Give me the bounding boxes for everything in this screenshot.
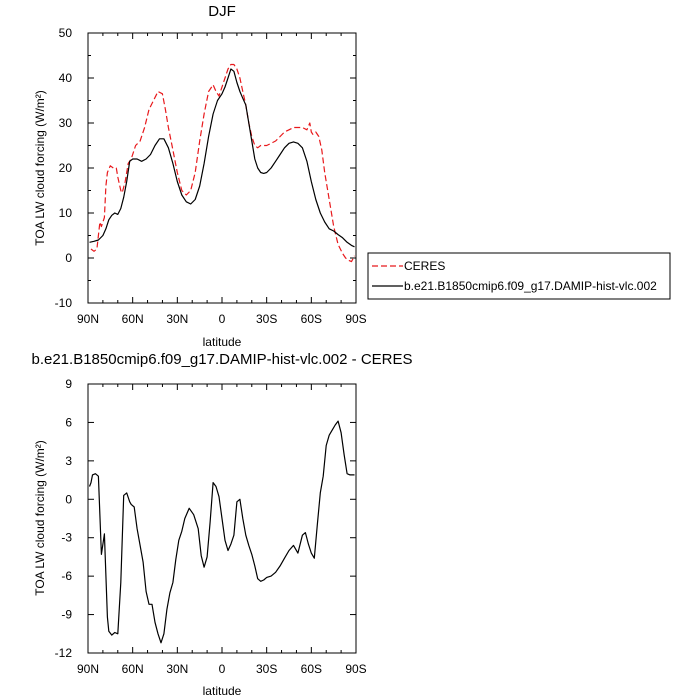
top-y-tick-label: -10	[55, 296, 73, 310]
bot-y-tick-label: -9	[61, 608, 72, 622]
top-y-axis-label-text: TOA LW cloud forcing (W/m²)	[33, 90, 47, 246]
bot-y-tick-label: 6	[65, 415, 72, 429]
top-series	[89, 63, 356, 263]
bot-x-tick-label: 30S	[256, 662, 277, 676]
bot-y-tick-label: 9	[65, 377, 72, 391]
top-plot-frame	[87, 32, 357, 304]
top-y-tick-label: 0	[65, 251, 72, 265]
bottom-y-tick-labels: -12 -9 -6 -3 0 3 6 9	[55, 377, 73, 660]
top-panel: DJF 90N 60N 30N 0 30S 60S 90S -10 0 10 20 30 40 50 l…	[33, 3, 367, 349]
top-y-tick-label: 40	[59, 71, 73, 85]
bot-y-tick-label: -3	[61, 531, 72, 545]
top-y-tick-label: 20	[59, 161, 73, 175]
bot-x-tick-label: 90N	[77, 662, 99, 676]
bottom-title: b.e21.B1850cmip6.f09_g17.DAMIP-hist-vlc.…	[31, 351, 412, 368]
bot-series-line-0	[88, 420, 355, 644]
top-y-tick-label: 10	[59, 206, 73, 220]
legend-label-model: b.e21.B1850cmip6.f09_g17.DAMIP-hist-vlc.…	[404, 279, 657, 293]
legend-label-ceres: CERES	[404, 259, 445, 273]
bottom-x-tick-labels: 90N 60N 30N 0 30S 60S 90S	[77, 662, 367, 676]
top-y-axis-label: TOA LW cloud forcing (W/m²)	[33, 90, 47, 246]
top-x-tick-labels: 90N 60N 30N 0 30S 60S 90S	[77, 312, 367, 326]
bot-x-tick-label: 30N	[166, 662, 188, 676]
top-x-tick-label: 30S	[256, 312, 277, 326]
top-series-line-1	[89, 68, 355, 248]
bottom-y-axis-label-text: TOA LW cloud forcing (W/m²)	[33, 440, 47, 596]
top-title: DJF	[208, 3, 236, 20]
bot-y-tick-label: -12	[55, 646, 73, 660]
top-x-tick-label: 60S	[301, 312, 322, 326]
bot-x-tick-label: 60S	[301, 662, 322, 676]
bottom-x-axis-label: latitude	[203, 684, 242, 698]
bottom-panel: b.e21.B1850cmip6.f09_g17.DAMIP-hist-vlc.…	[31, 351, 412, 698]
bot-x-tick-label: 90S	[345, 662, 366, 676]
top-y-tick-labels: -10 0 10 20 30 40 50	[55, 26, 73, 310]
bot-x-tick-label: 0	[219, 662, 226, 676]
bot-y-tick-label: 0	[65, 492, 72, 506]
bottom-plot-frame	[87, 383, 357, 654]
legend: CERES b.e21.B1850cmip6.f09_g17.DAMIP-his…	[367, 252, 671, 300]
top-x-tick-label: 60N	[122, 312, 144, 326]
top-y-tick-label: 30	[59, 116, 73, 130]
top-y-tick-label: 50	[59, 26, 73, 40]
top-series-line-0	[90, 63, 356, 263]
top-x-tick-label: 90S	[345, 312, 366, 326]
bot-y-tick-label: 3	[65, 454, 72, 468]
top-x-tick-label: 0	[219, 312, 226, 326]
top-x-axis-label: latitude	[203, 335, 242, 349]
bottom-series	[88, 420, 355, 644]
legend-box	[367, 252, 671, 300]
bottom-y-axis-label: TOA LW cloud forcing (W/m²)	[33, 440, 47, 596]
bot-x-tick-label: 60N	[122, 662, 144, 676]
top-x-tick-label: 90N	[77, 312, 99, 326]
bot-y-tick-label: -6	[61, 569, 72, 583]
top-x-tick-label: 30N	[166, 312, 188, 326]
